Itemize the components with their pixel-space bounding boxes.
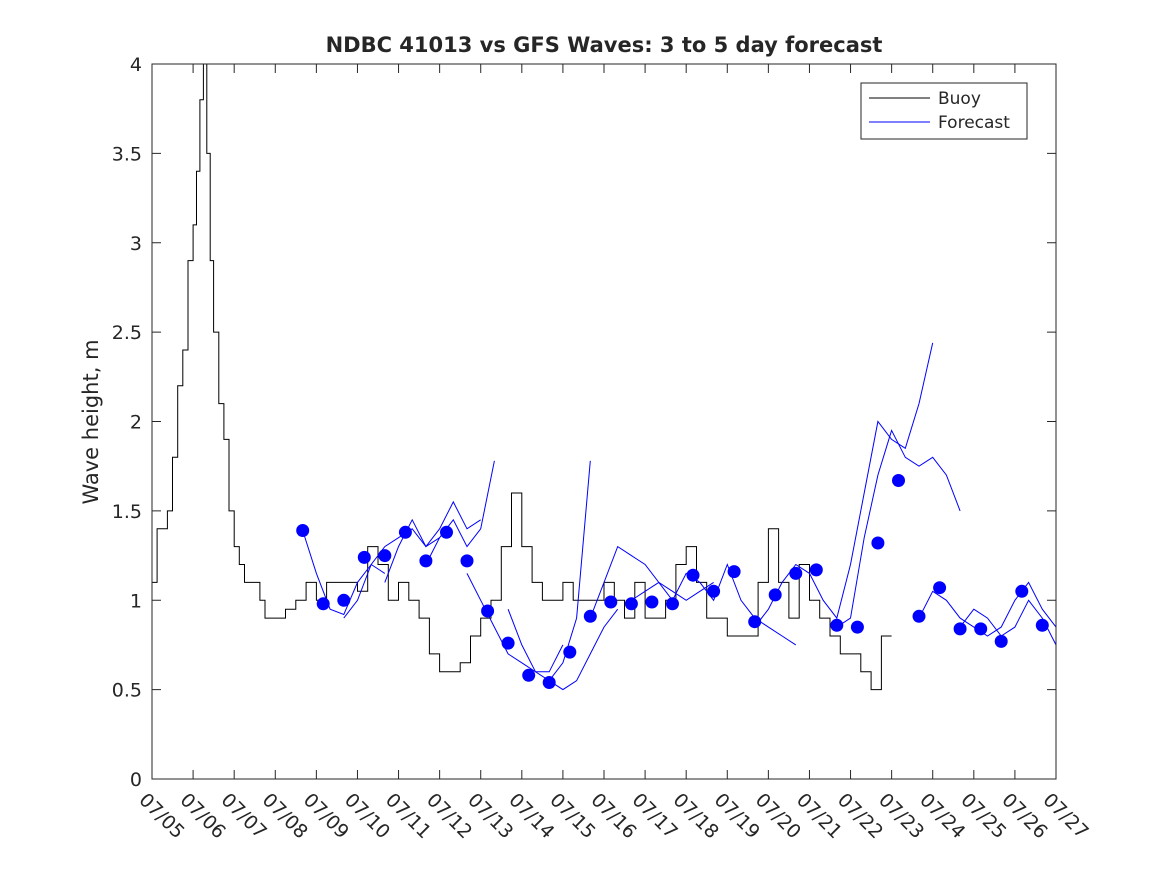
y-tick-label: 3.5 (112, 143, 142, 165)
x-tick-label: 07/18 (669, 789, 723, 843)
y-tick-label: 0 (130, 769, 142, 791)
x-tick-label: 07/10 (340, 789, 394, 843)
forecast-point (933, 581, 947, 595)
x-tick-label: 07/23 (874, 789, 928, 843)
x-tick-label: 07/25 (956, 789, 1010, 843)
forecast-point (768, 588, 782, 602)
y-tick-label: 4 (130, 54, 142, 76)
y-tick-label: 1.5 (112, 501, 142, 523)
forecast-point (501, 636, 515, 650)
forecast-point (830, 618, 844, 632)
x-tick-label: 07/05 (134, 789, 188, 843)
x-tick-label: 07/26 (997, 789, 1051, 843)
x-tick-label: 07/27 (1038, 789, 1092, 843)
x-tick-label: 07/08 (258, 789, 312, 843)
forecast-point (563, 645, 577, 659)
forecast-point (707, 584, 721, 598)
forecast-point (892, 474, 905, 487)
forecast-series-line-12 (918, 581, 1056, 637)
forecast-point (583, 609, 597, 623)
x-tick-label: 07/13 (463, 789, 517, 843)
chart-title: NDBC 41013 vs GFS Waves: 3 to 5 day fore… (326, 33, 883, 57)
x-tick-label: 07/11 (381, 789, 435, 843)
x-tick-label: 07/24 (915, 789, 969, 843)
forecast-point (460, 554, 474, 568)
forecast-point (522, 668, 536, 682)
forecast-point (666, 597, 679, 611)
forecast-point (337, 593, 351, 607)
forecast-series-line-6 (507, 608, 619, 691)
x-tick-label: 07/14 (504, 789, 558, 843)
forecast-series-line-4 (425, 460, 495, 565)
forecast-point (604, 595, 618, 609)
legend: Buoy Forecast (860, 82, 1028, 140)
forecast-point (542, 676, 556, 689)
forecast-point (871, 536, 885, 550)
forecast-point (748, 615, 762, 629)
y-tick-label: 0.5 (112, 680, 142, 702)
x-tick-label: 07/16 (586, 789, 640, 843)
x-tick-label: 07/12 (422, 789, 476, 843)
forecast-point (727, 565, 741, 579)
forecast-point (357, 550, 371, 564)
x-tick-label: 07/09 (299, 789, 353, 843)
forecast-point (686, 568, 700, 582)
x-tick-label: 07/17 (628, 789, 682, 843)
forecast-point (1035, 618, 1049, 632)
series-layer (152, 64, 1056, 691)
forecast-point (440, 525, 453, 539)
forecast-point (481, 604, 495, 618)
y-axis-ticks: 0 0.5 1 1.5 2 2.5 3 3.5 4 (112, 54, 1056, 791)
forecast-series-line-5 (466, 573, 564, 673)
forecast-point (994, 634, 1008, 648)
forecast-series-line-8 (589, 545, 714, 619)
plot-background (152, 64, 1056, 779)
forecast-series-line-7 (548, 460, 591, 682)
forecast-point (378, 549, 392, 563)
forecast-point (789, 566, 803, 580)
x-tick-label: 07/07 (217, 789, 271, 843)
forecast-point (419, 554, 433, 568)
forecast-point (398, 525, 412, 539)
forecast-point (296, 524, 310, 537)
forecast-point (316, 597, 330, 611)
legend-box (860, 82, 1028, 140)
x-tick-label: 07/20 (751, 789, 805, 843)
forecast-point (974, 622, 988, 636)
y-tick-label: 3 (130, 233, 142, 255)
y-axis-label: Wave height, m (79, 339, 103, 504)
forecast-series-line-9 (631, 563, 797, 646)
y-tick-label: 2 (130, 412, 142, 434)
forecast-series-line-3 (384, 500, 481, 583)
plot-area (151, 63, 1057, 780)
x-tick-label: 07/19 (710, 789, 764, 843)
x-tick-label: 07/15 (545, 789, 599, 843)
y-tick-label: 2.5 (112, 322, 142, 344)
forecast-series-line-11 (836, 429, 961, 628)
forecast-point (645, 595, 659, 609)
forecast-point (953, 622, 967, 636)
x-tick-label: 07/21 (792, 789, 846, 843)
legend-forecast-label: Forecast (938, 113, 1010, 133)
forecast-series-line-13 (959, 599, 1056, 646)
legend-buoy-label: Buoy (938, 89, 981, 109)
buoy-series-line (152, 64, 892, 691)
forecast-point (1015, 584, 1029, 598)
forecast-series-line-10 (754, 342, 934, 628)
forecast-series-line-2 (343, 528, 440, 619)
forecast-point (912, 609, 926, 623)
forecast-point (850, 620, 864, 634)
x-tick-label: 07/22 (833, 789, 887, 843)
x-tick-label: 07/06 (176, 789, 230, 843)
forecast-point (624, 597, 638, 611)
forecast-point (809, 563, 823, 577)
y-tick-label: 1 (130, 590, 142, 612)
